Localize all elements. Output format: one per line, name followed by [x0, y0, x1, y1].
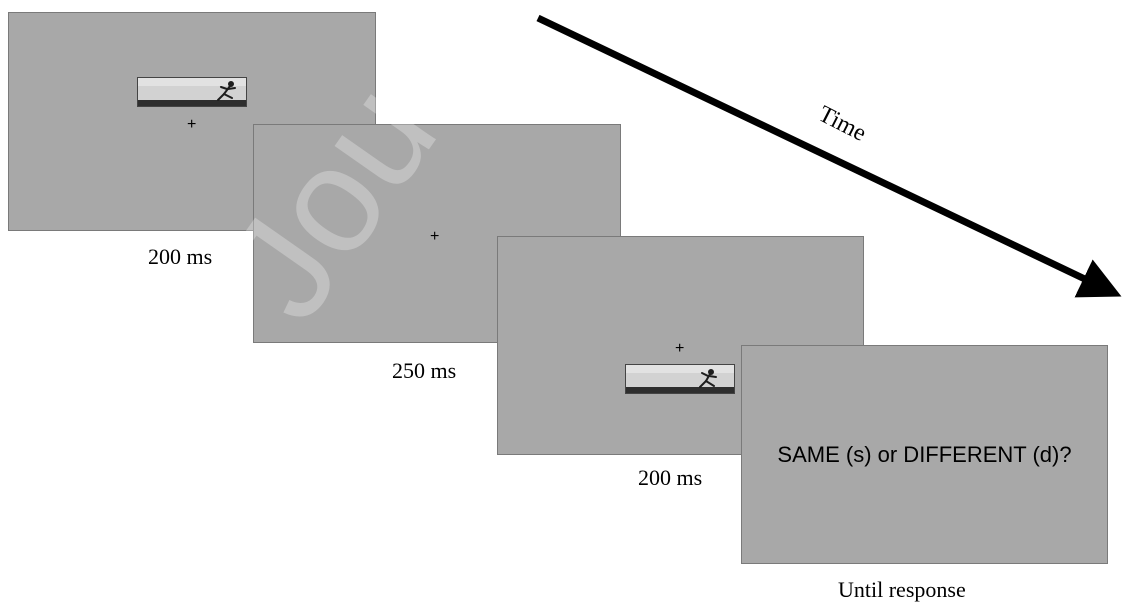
stimulus-photo-runner	[625, 364, 735, 394]
response-prompt: SAME (s) or DIFFERENT (d)?	[777, 442, 1072, 467]
trial-screen-response: SAME (s) or DIFFERENT (d)?	[741, 345, 1108, 564]
duration-label-second-stimulus: 200 ms	[638, 465, 703, 490]
fixation-cross: +	[187, 116, 197, 133]
fixation-cross: +	[430, 228, 440, 245]
time-arrow-line	[536, 14, 1122, 298]
stimulus-photo-runner	[137, 77, 247, 107]
duration-label-first-stimulus: 200 ms	[148, 244, 213, 269]
fixation-cross: +	[675, 340, 685, 357]
duration-label-fixation: 250 ms	[392, 358, 457, 383]
duration-label-response: Until response	[838, 577, 966, 602]
